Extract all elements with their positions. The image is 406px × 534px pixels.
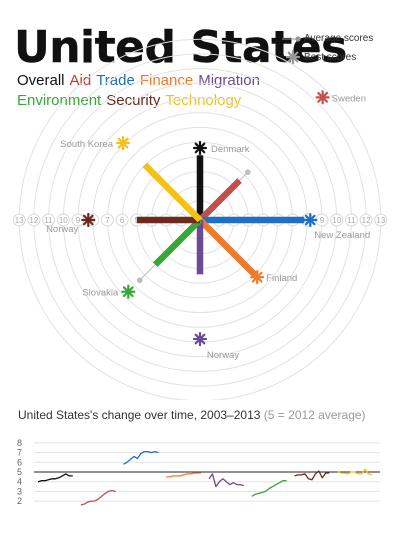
ring-label-12: 12 [362,216,371,225]
trend-title-text: United States's change over time, 2003–2… [18,408,261,422]
best-asterisk-icon-environment-slovakia [121,284,136,299]
ring-label-badge [374,213,388,227]
ring-label-12: 12 [29,216,38,225]
legend-best: Best scores [285,50,357,64]
legend-best-label: Best scores [304,52,357,63]
ring-label-badge [56,213,70,227]
ring-label-badge [12,213,26,227]
category-label-overall: Overall [17,72,65,89]
ring-label-badge [42,213,56,227]
trend-line-aid [80,489,116,506]
trend-line-overall [37,473,73,483]
score-bar-aid [197,178,242,223]
category-label-trade: Trade [96,72,135,89]
category-label-migration: Migration [198,72,260,89]
legend-average: Average scores [282,33,374,44]
trend-line-migration [208,473,244,488]
average-dot-aid [245,169,251,175]
ring-label-10: 10 [332,216,341,225]
trend-line-security [294,470,330,481]
best-asterisk-icon-security-norway [81,212,96,228]
best-country-label-security-norway: Norway [46,224,78,235]
best-country-label-finance-finland: Finland [266,273,297,284]
best-country-label-technology-south-korea: South Korea [60,139,114,150]
ring-label-badge [330,213,344,227]
score-bar-environment [153,217,203,267]
ring-label-13: 13 [15,216,24,225]
trend-chart-title: United States's change over time, 2003–2… [18,408,366,422]
best-country-label-migration-norway: Norway [207,350,239,361]
ring-label-badge [115,213,129,227]
trend-line-environment [251,480,287,497]
score-bar-technology [142,162,203,223]
category-legend-row-1: Overall Aid Trade Finance Migration [17,72,265,89]
best-asterisk-icon-trade-new-zealand [303,212,318,228]
y-tick-5: 5 [17,467,22,477]
best-country-label-trade-new-zealand: New Zealand [314,230,370,241]
best-asterisk-icon-aid-sweden [315,90,330,105]
trend-line-trade [123,450,159,465]
ring-label-9: 9 [76,216,81,225]
trend-subtitle-text: (5 = 2012 average) [263,408,366,422]
y-tick-4: 4 [17,477,22,487]
ring-label-6: 6 [120,216,125,225]
ring-label-9: 9 [320,216,325,225]
ring-label-badge [27,213,41,227]
best-asterisk-icon [285,50,301,64]
best-asterisk-icon-finance-finland [250,270,265,285]
best-asterisk-icon-migration-norway [192,331,208,347]
best-asterisk-icon-overall-denmark [192,140,208,156]
average-dot-environment [136,277,143,284]
ring-label-badge [359,213,373,227]
best-asterisk-icon-technology-south-korea [115,135,131,151]
average-marker-icon [282,36,301,42]
ring-label-11: 11 [347,216,356,225]
y-tick-7: 7 [17,448,22,458]
y-tick-3: 3 [17,486,22,496]
ring-label-10: 10 [59,216,68,225]
category-label-technology: Technology [165,92,242,109]
y-tick-2: 2 [17,496,22,506]
radial-chart: 22334455667788991010111112121313DenmarkS… [12,38,388,400]
ring-label-13: 13 [376,216,385,225]
legend-average-label: Average scores [304,33,374,44]
ring-label-11: 11 [44,216,53,225]
ring-label-badge [100,213,114,227]
ring-label-badge [344,213,358,227]
category-label-aid: Aid [69,72,92,89]
best-country-label-overall-denmark: Denmark [211,144,250,155]
trend-line-finance [166,472,201,478]
score-bar-finance [197,217,258,278]
trend-line-technology [336,468,373,476]
ring-label-7: 7 [105,216,110,225]
best-country-label-environment-slovakia: Slovakia [82,288,119,299]
y-tick-8: 8 [17,438,22,448]
best-country-label-aid-sweden: Sweden [332,93,366,104]
y-tick-6: 6 [17,457,22,467]
